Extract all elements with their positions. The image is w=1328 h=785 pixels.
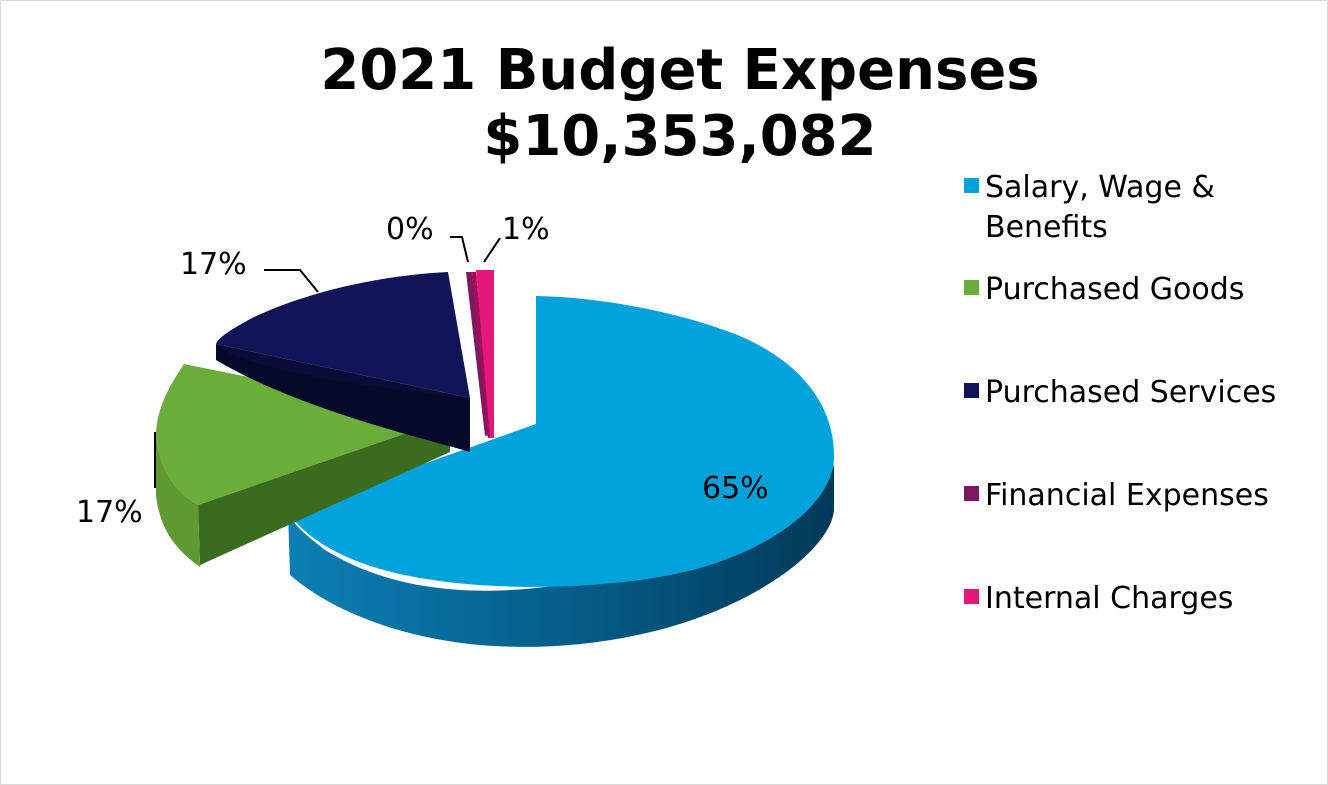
legend-item-internal[interactable]: Internal Charges (964, 579, 1315, 619)
data-label-goods: 17% (76, 495, 143, 530)
slice-salary-side (288, 460, 835, 647)
legend-swatch-services (964, 383, 979, 398)
slice-internal-top (476, 270, 494, 438)
legend-item-goods[interactable]: Purchased Goods (964, 270, 1315, 310)
legend-swatch-goods (964, 280, 979, 295)
slice-services-top (216, 272, 470, 398)
slice-purchased-goods[interactable] (156, 364, 450, 567)
legend-label-goods: Purchased Goods (985, 272, 1245, 307)
legend-label-internal: Internal Charges (985, 581, 1234, 616)
title-line: 2021 Budget Expenses (320, 38, 1040, 103)
slice-internal-charges[interactable] (472, 270, 494, 438)
slice-purchased-services[interactable] (216, 272, 470, 452)
legend-swatch-financial (964, 486, 979, 501)
slice-goods-top (156, 364, 450, 505)
chart-title: 2021 Budget Expenses $10,353,082 (0, 38, 1328, 170)
slice-salary-wage-benefits[interactable] (288, 296, 835, 647)
legend-label-salary: Salary, Wage & Benefits (985, 170, 1215, 245)
data-label-services: 17% (180, 247, 247, 282)
slice-goods-side-dark (198, 418, 450, 565)
data-label-internal: 1% (502, 212, 550, 247)
leader-line-financial (450, 236, 469, 263)
pie-chart: 65% 17% 17% 0% 1% (76, 212, 835, 647)
legend-label-financial: Financial Expenses (985, 478, 1269, 513)
slice-goods-side-light (156, 432, 200, 567)
legend-swatch-salary (964, 178, 979, 193)
slice-services-side-front (216, 344, 470, 452)
legend-item-salary[interactable]: Salary, Wage & Benefits (964, 168, 1315, 248)
slice-salary-top (288, 296, 835, 587)
legend-item-financial[interactable]: Financial Expenses (964, 476, 1315, 516)
leader-line-services (264, 269, 319, 293)
data-label-financial: 0% (386, 212, 434, 247)
legend-swatch-internal (964, 589, 979, 604)
data-label-salary: 65% (702, 471, 769, 506)
legend-item-services[interactable]: Purchased Services (964, 373, 1315, 413)
leader-line-internal (483, 237, 501, 263)
legend-label-services: Purchased Services (985, 375, 1277, 410)
subtitle-line: $10,353,082 (483, 104, 877, 169)
